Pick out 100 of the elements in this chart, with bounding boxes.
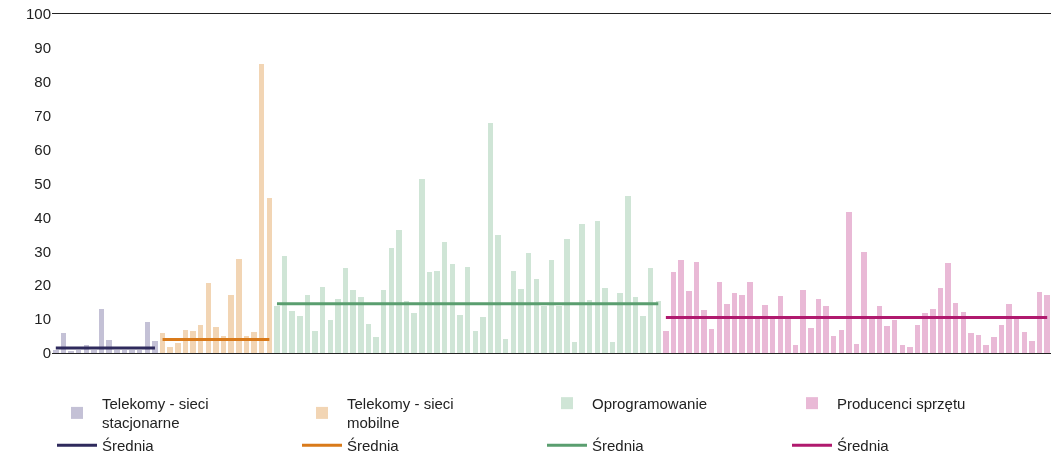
bar [648, 268, 653, 353]
y-tick-label: 100 [25, 5, 51, 23]
legend-label: Średnia [837, 437, 890, 454]
bar [572, 342, 577, 353]
bar [343, 268, 348, 353]
bar [625, 196, 631, 353]
legend-label: Telekomy - sieci mobilne [347, 395, 454, 432]
bar [358, 297, 364, 353]
bar [709, 329, 714, 353]
bar [167, 347, 173, 353]
bar [274, 306, 280, 353]
bar [778, 296, 783, 353]
bar [53, 350, 59, 353]
y-tick-label: 50 [34, 174, 51, 192]
bar [656, 301, 661, 353]
bar [930, 309, 936, 353]
bar [534, 279, 539, 353]
legend-label: Oprogramowanie [592, 395, 708, 412]
bar [312, 331, 318, 353]
bar [1044, 295, 1050, 353]
bar [76, 350, 81, 353]
legend-label: Telekomy - sieci stacjonarne [102, 395, 209, 432]
bar [633, 297, 638, 353]
bar [640, 316, 646, 353]
bar [922, 313, 928, 353]
bar [320, 287, 325, 353]
legend-label: Średnia [347, 437, 400, 454]
y-tick-label: 70 [34, 106, 51, 124]
bar [900, 345, 905, 353]
bar [945, 263, 951, 353]
bar [793, 345, 798, 353]
bar [617, 293, 623, 353]
bar [503, 339, 508, 353]
bar [373, 337, 379, 353]
bar [991, 337, 997, 353]
bar [816, 299, 821, 353]
bar [831, 336, 836, 353]
bar [739, 295, 745, 353]
bar [114, 350, 120, 353]
bar [579, 224, 585, 353]
bar [808, 328, 814, 353]
bar [350, 290, 356, 353]
bar [968, 333, 974, 353]
bar [686, 291, 692, 353]
bar [915, 325, 920, 353]
bar [678, 260, 684, 353]
y-tick-label: 30 [34, 242, 51, 260]
bar [297, 316, 303, 353]
bar [465, 267, 470, 353]
bar [717, 282, 722, 353]
bar [983, 345, 989, 353]
bar [236, 259, 242, 353]
bar [480, 317, 486, 353]
bar [419, 179, 425, 353]
bar [1006, 304, 1012, 353]
bar [884, 326, 890, 353]
bar [457, 315, 463, 353]
bar [442, 242, 447, 353]
bar [99, 309, 104, 353]
y-tick-label: 40 [34, 208, 51, 226]
bar [1014, 319, 1019, 353]
bar [1037, 292, 1042, 353]
bar [999, 325, 1004, 353]
bar [289, 311, 295, 353]
bar [160, 333, 165, 353]
bar [770, 319, 775, 353]
bar [785, 319, 791, 353]
bar [137, 350, 142, 353]
bar [381, 290, 386, 353]
y-tick-label: 60 [34, 140, 51, 158]
bar [938, 288, 943, 353]
bar [892, 320, 897, 353]
bar [602, 288, 608, 353]
bar [526, 253, 531, 353]
legend-label: Producenci sprzętu [837, 395, 966, 412]
bar [495, 235, 501, 353]
bar [869, 319, 875, 353]
bar [488, 123, 493, 353]
bar [129, 350, 135, 353]
bar [335, 299, 341, 353]
bar [663, 331, 669, 353]
bar [267, 198, 272, 353]
bar [755, 319, 760, 353]
bar [541, 306, 547, 353]
bar [747, 282, 753, 353]
bar [549, 260, 554, 353]
y-tick-label: 10 [34, 310, 51, 328]
bar [175, 343, 181, 353]
bar [762, 305, 768, 353]
bar [595, 221, 600, 353]
bar [434, 271, 440, 353]
bar [145, 322, 150, 353]
y-tick-label: 80 [34, 73, 51, 91]
bar [671, 272, 676, 353]
bar [976, 335, 981, 353]
bar [228, 295, 234, 353]
bar [800, 290, 806, 353]
bar [694, 262, 699, 353]
bar [1022, 332, 1027, 353]
bar [328, 320, 333, 353]
